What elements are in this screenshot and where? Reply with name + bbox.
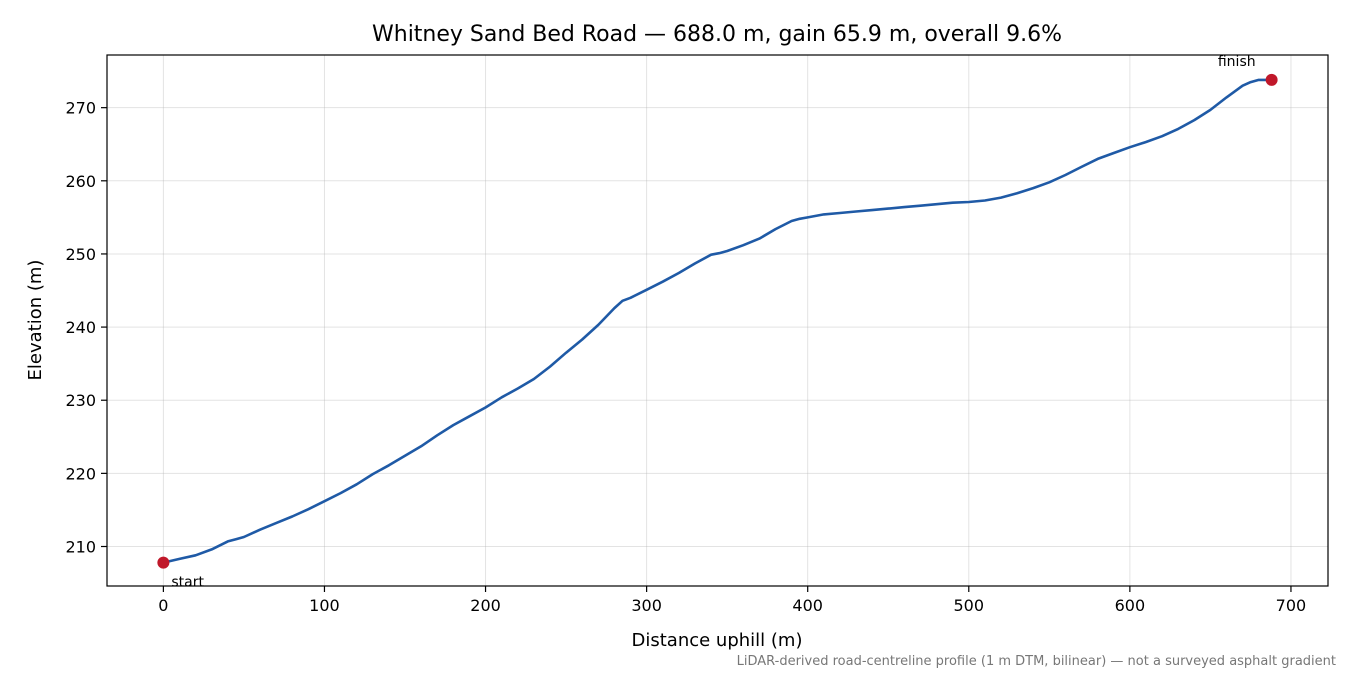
y-tick-label: 210 bbox=[65, 538, 96, 557]
x-tick-label: 0 bbox=[158, 596, 168, 615]
y-tick-label: 260 bbox=[65, 172, 96, 191]
footnote: LiDAR-derived road-centreline profile (1… bbox=[737, 654, 1336, 669]
x-tick-label: 300 bbox=[631, 596, 662, 615]
y-tick-label: 250 bbox=[65, 245, 96, 264]
elevation-profile-line bbox=[162, 78, 1273, 564]
y-tick-label: 230 bbox=[65, 391, 96, 410]
start-label: start bbox=[171, 575, 204, 591]
chart-title: Whitney Sand Bed Road — 688.0 m, gain 65… bbox=[372, 22, 1062, 47]
y-axis-label: Elevation (m) bbox=[25, 260, 46, 381]
y-tick-label: 270 bbox=[65, 99, 96, 118]
x-tick-label: 700 bbox=[1276, 596, 1307, 615]
x-tick-label: 500 bbox=[954, 596, 985, 615]
finish-label: finish bbox=[1218, 54, 1256, 70]
x-axis-label: Distance uphill (m) bbox=[632, 630, 803, 651]
x-tick-label: 200 bbox=[470, 596, 501, 615]
finish-marker bbox=[1265, 73, 1278, 86]
axis-ticks: 0 100 200 300 400 500 600 700 210 220 230 240 250 260… bbox=[65, 99, 1306, 615]
axes-frame bbox=[106, 54, 1329, 587]
x-tick-label: 600 bbox=[1115, 596, 1146, 615]
y-tick-label: 240 bbox=[65, 318, 96, 337]
y-tick-label: 220 bbox=[65, 464, 96, 483]
plot-area: start finish bbox=[157, 54, 1278, 591]
x-tick-label: 100 bbox=[309, 596, 340, 615]
start-marker bbox=[157, 556, 170, 569]
x-tick-label: 400 bbox=[792, 596, 823, 615]
grid-lines bbox=[107, 55, 1328, 586]
